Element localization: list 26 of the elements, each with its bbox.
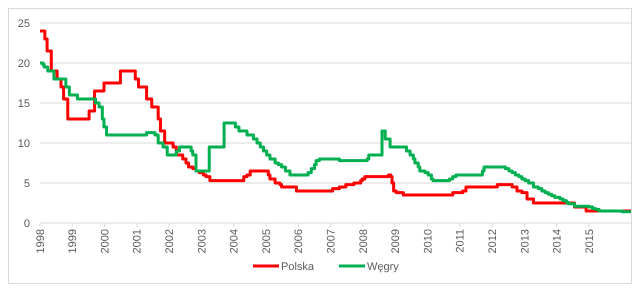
y-tick-label: 0 [24,218,30,230]
x-tick-label: 2007 [326,229,338,254]
x-tick-label: 1999 [67,229,80,254]
x-tick-label: 2005 [260,229,273,254]
y-tick-label: 20 [18,58,30,70]
x-tick-label: 2002 [164,229,176,254]
x-tick-label: 2009 [390,229,402,254]
x-tick-label: 2011 [454,229,467,253]
y-tick-label: 15 [18,98,30,110]
x-tick-label: 2001 [132,229,144,254]
x-tick-label: 2010 [422,229,434,254]
x-tick-label: 2003 [196,229,208,254]
x-tick-label: 2015 [584,229,596,254]
legend-label: Węgry [367,260,400,273]
x-tick-label: 2000 [99,229,112,254]
y-tick-label: 10 [18,138,30,150]
y-tick-label: 25 [18,18,30,30]
legend-label: Polska [281,260,315,273]
x-tick-label: 2012 [486,229,499,254]
y-tick-label: 5 [24,178,30,190]
x-tick-label: 1998 [34,229,47,254]
x-tick-label: 2004 [228,229,241,254]
x-tick-label: 2014 [552,229,564,254]
x-tick-label: 2013 [519,229,532,254]
x-tick-label: 2006 [293,229,306,254]
x-tick-label: 2008 [358,229,370,254]
